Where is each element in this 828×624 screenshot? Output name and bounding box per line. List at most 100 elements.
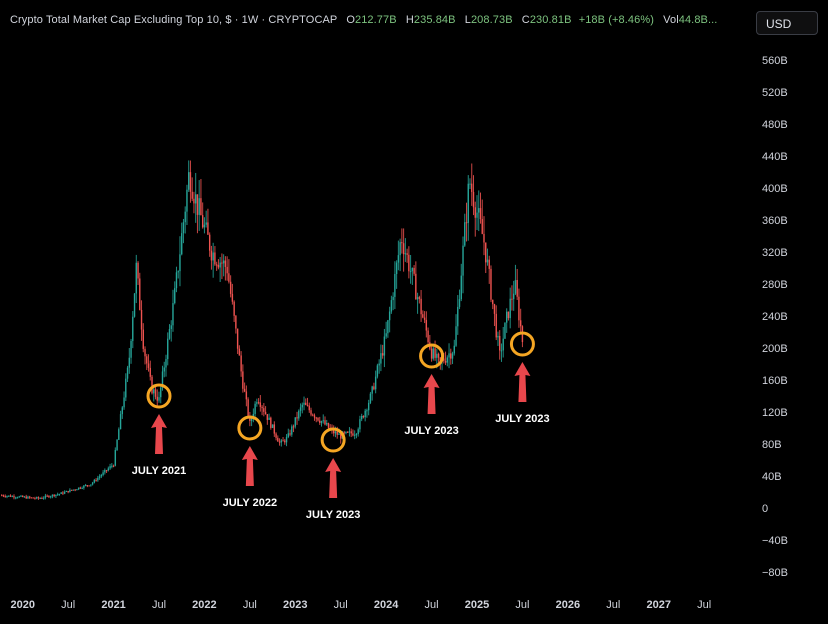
- candle-body: [83, 485, 85, 488]
- candle-body: [16, 497, 19, 499]
- candle-body: [41, 498, 43, 500]
- candle-body: [285, 436, 288, 443]
- candle-body: [399, 242, 401, 256]
- candle-body: [474, 207, 476, 218]
- x-tick-month: Jul: [606, 599, 620, 611]
- candles: [1, 160, 524, 500]
- candle-body: [250, 418, 253, 421]
- currency-button[interactable]: USD: [756, 11, 818, 35]
- candle-body: [350, 431, 352, 434]
- candle-body: [226, 266, 228, 274]
- candle-body: [310, 410, 312, 415]
- candle-body: [511, 298, 513, 300]
- candle-body: [116, 439, 118, 451]
- candle-body: [32, 497, 34, 499]
- candle-body: [186, 189, 188, 212]
- candle-body: [205, 222, 207, 225]
- candle-body: [219, 262, 221, 268]
- candle-body: [289, 433, 291, 435]
- candle-body: [366, 410, 368, 412]
- candle-body: [345, 431, 347, 434]
- candle-body: [277, 437, 279, 442]
- candle-body: [374, 376, 377, 390]
- candle-body: [196, 194, 199, 215]
- candle-body: [240, 355, 242, 372]
- candle-body: [509, 298, 511, 319]
- candle-body: [81, 487, 83, 489]
- candle-body: [30, 497, 33, 499]
- high-label: H: [405, 14, 414, 26]
- y-tick-label: 240B: [762, 311, 788, 323]
- candle-body: [98, 476, 101, 478]
- candle-body: [126, 367, 129, 379]
- candle-body: [291, 426, 293, 435]
- candle-body: [46, 495, 48, 497]
- candle-body: [156, 396, 158, 401]
- candle-body: [191, 191, 193, 199]
- volume-label: Vol: [663, 14, 679, 26]
- candle-body: [313, 415, 316, 418]
- candle-body: [242, 371, 244, 389]
- candle-body: [261, 406, 263, 409]
- y-tick-label: 80B: [762, 439, 782, 451]
- candle-body: [158, 397, 160, 401]
- candle-body: [334, 431, 337, 434]
- close-label: C: [521, 14, 530, 26]
- candle-body: [455, 326, 457, 346]
- candle-body: [338, 433, 340, 435]
- candle-body: [499, 335, 501, 351]
- candle-body: [478, 208, 480, 213]
- candle-body: [512, 293, 515, 300]
- candle-body: [378, 363, 380, 366]
- candle-body: [15, 497, 17, 499]
- candle-body: [448, 353, 450, 358]
- candle-body: [135, 262, 137, 294]
- candle-body: [458, 299, 461, 307]
- y-tick-label: 480B: [762, 119, 788, 131]
- y-tick-label: 280B: [762, 279, 788, 291]
- candle-body: [247, 399, 249, 417]
- candle-body: [514, 280, 517, 294]
- candle-body: [245, 391, 248, 400]
- candle-body: [9, 495, 12, 497]
- candle-body: [387, 320, 389, 334]
- candle-body: [107, 468, 110, 471]
- candle-body: [39, 498, 41, 500]
- candle-body: [212, 252, 214, 261]
- x-tick-year: 2021: [101, 599, 125, 611]
- y-tick-label: 520B: [762, 87, 788, 99]
- candle-body: [427, 330, 429, 343]
- candle-body: [181, 233, 183, 255]
- candle-body: [23, 496, 26, 498]
- candle-body: [51, 494, 54, 497]
- candle-body: [446, 357, 448, 363]
- candle-body: [76, 489, 78, 491]
- candle-body: [298, 410, 300, 419]
- candle-body: [112, 465, 115, 467]
- candle-body: [273, 424, 276, 434]
- candle-body: [128, 357, 130, 368]
- candle-body: [388, 311, 391, 321]
- candle-body: [504, 322, 506, 339]
- candle-body: [506, 311, 508, 323]
- candle-body: [165, 359, 167, 368]
- candle-body: [35, 497, 38, 499]
- x-tick-year: 2025: [465, 599, 489, 611]
- candle-body: [485, 242, 487, 263]
- highlight-circle: [419, 343, 445, 369]
- candle-body: [359, 419, 361, 430]
- candle-body: [408, 254, 410, 272]
- candle-body: [194, 194, 197, 204]
- candle-body: [490, 268, 492, 300]
- candle-body: [62, 492, 64, 494]
- candle-body: [353, 434, 356, 436]
- candle-body: [55, 494, 57, 497]
- highlight-circle: [146, 383, 172, 409]
- x-tick-month: Jul: [334, 599, 348, 611]
- symbol-title: Crypto Total Market Cap Excluding Top 10…: [10, 14, 338, 26]
- candle-body: [266, 414, 269, 420]
- candle-body: [104, 470, 106, 473]
- candle-body: [303, 402, 305, 405]
- candle-body: [224, 260, 227, 267]
